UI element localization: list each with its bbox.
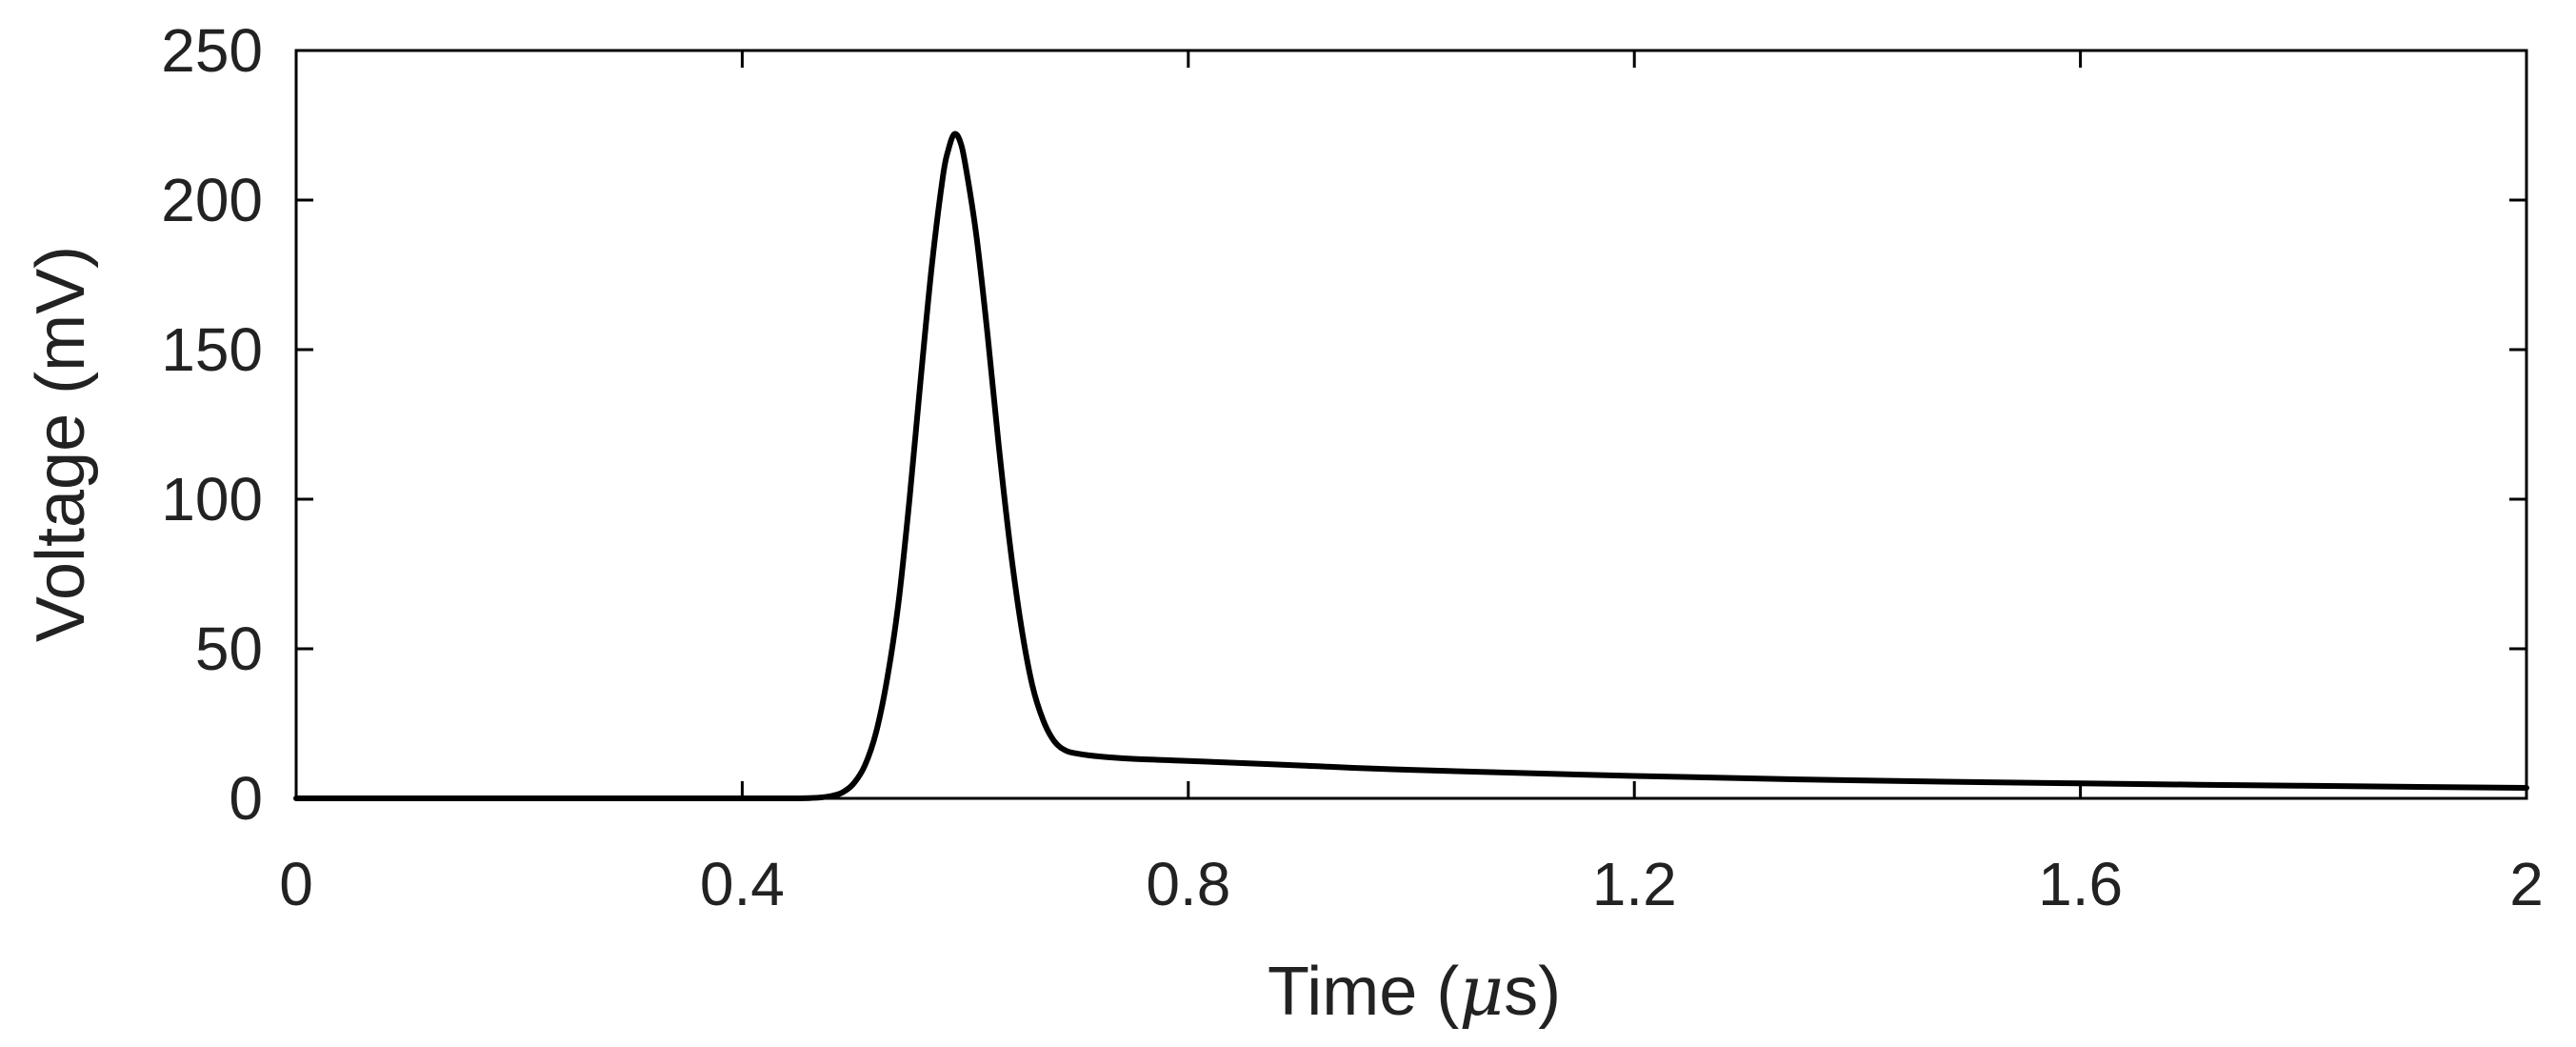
voltage-series-line (293, 131, 2529, 801)
y-tick-label: 250 (161, 16, 263, 85)
tick-labels: 0 0.4 0.8 1.2 1.6 2 0 50 100 150 200 250 (161, 16, 2544, 918)
x-tick-label: 0.8 (1146, 850, 1230, 918)
x-tick-label: 1.2 (1592, 850, 1677, 918)
x-axis-title: Time (μs) (1268, 951, 1561, 1031)
y-axis-title: Voltage (mV) (23, 246, 99, 642)
x-tick-label: 0 (279, 850, 313, 918)
y-tick-label: 0 (229, 764, 263, 833)
y-tick-label: 150 (161, 315, 263, 384)
plot-area-frame (294, 49, 2528, 800)
x-axis-title-prefix: Time ( (1268, 954, 1459, 1030)
x-axis-title-suffix: s) (1504, 954, 1561, 1030)
x-axis-title-mu-symbol: μ (1459, 951, 1504, 1031)
y-tick-label: 200 (161, 166, 263, 234)
y-tick-label: 50 (195, 614, 263, 683)
y-tick-label: 100 (161, 465, 263, 534)
x-tick-label: 1.6 (2038, 850, 2123, 918)
x-tick-label: 0.4 (700, 850, 785, 918)
axis-ticks (294, 49, 2528, 800)
x-tick-label: 2 (2509, 850, 2544, 918)
